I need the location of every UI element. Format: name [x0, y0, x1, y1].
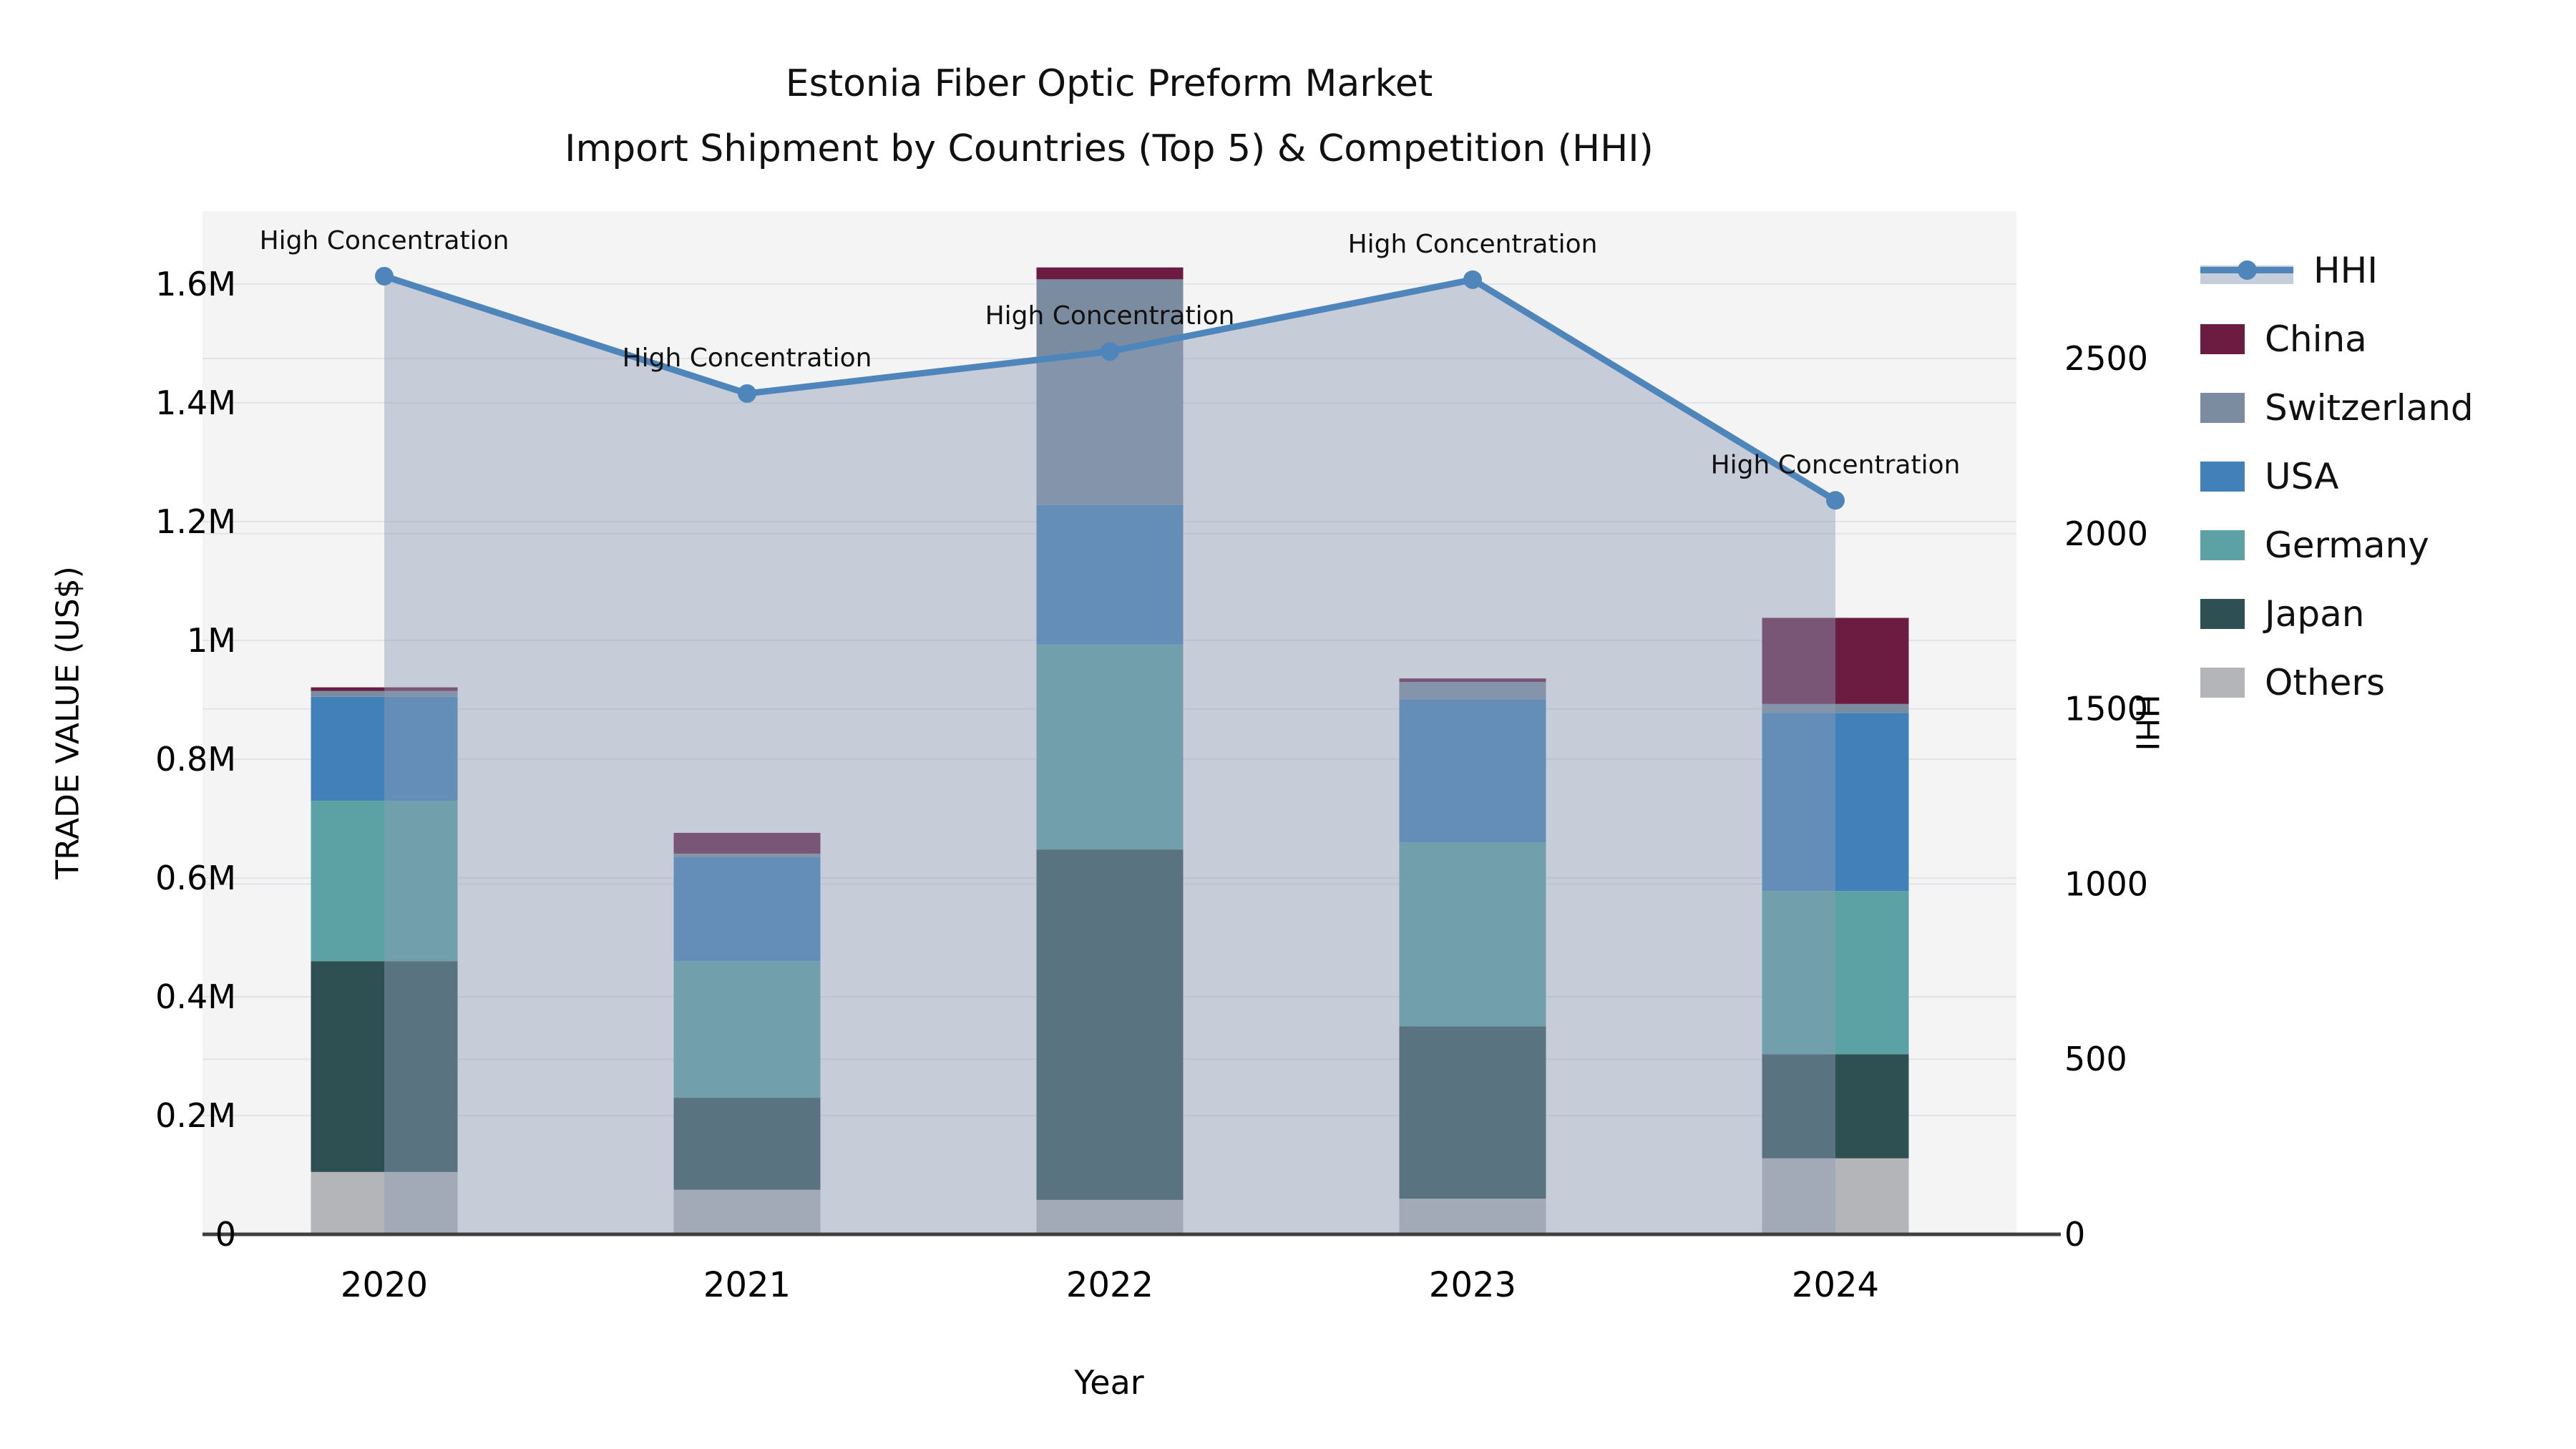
annotation-high-concentration-2023: High Concentration — [1348, 230, 1598, 259]
y-left-tick-0: 0 — [215, 1215, 236, 1254]
legend-swatch-switzerland — [2200, 393, 2245, 423]
bar-segment-switzerland-2023 — [1399, 682, 1546, 700]
bar-segment-china-2024 — [1762, 618, 1909, 704]
legend-swatch-others — [2200, 668, 2245, 698]
bar-segment-japan-2022 — [1036, 849, 1184, 1200]
bar-segment-china-2023 — [1399, 678, 1546, 683]
legend-item-china: China — [2200, 305, 2474, 374]
bar-segment-others-2021 — [673, 1189, 821, 1234]
bar-segment-germany-2024 — [1762, 891, 1909, 1055]
chart-title-line2: Import Shipment by Countries (Top 5) & C… — [565, 127, 1654, 170]
bar-segment-china-2022 — [1036, 267, 1184, 280]
bar-segment-others-2020 — [311, 1171, 458, 1234]
hhi-marker-2020 — [375, 266, 394, 286]
legend-item-germany: Germany — [2200, 511, 2474, 580]
y-right-tick-500: 500 — [2064, 1040, 2127, 1078]
legend-hhi-line-sample — [2200, 255, 2293, 286]
y-left-tick-0.6M: 0.6M — [155, 859, 236, 897]
hhi-marker-2022 — [1101, 342, 1119, 361]
annotation-high-concentration-2020: High Concentration — [260, 226, 509, 255]
legend-label-usa: USA — [2265, 456, 2339, 497]
y-left-tick-0.4M: 0.4M — [155, 977, 236, 1016]
chart-title-line1: Estonia Fiber Optic Preform Market — [785, 62, 1433, 105]
y-left-tick-1M: 1M — [187, 621, 236, 660]
bar-segment-usa-2020 — [311, 696, 458, 801]
annotation-high-concentration-2024: High Concentration — [1711, 450, 1961, 479]
bar-segment-usa-2022 — [1036, 504, 1184, 645]
hhi-area-fill — [384, 275, 1835, 1235]
legend-label-china: China — [2265, 318, 2367, 360]
y-left-tick-0.8M: 0.8M — [155, 740, 236, 779]
y-right-tick-0: 0 — [2064, 1215, 2085, 1254]
legend-label-germany: Germany — [2265, 525, 2429, 566]
legend-item-switzerland: Switzerland — [2200, 374, 2474, 442]
y-left-tick-1.2M: 1.2M — [155, 502, 236, 541]
bar-segment-germany-2023 — [1399, 842, 1546, 1027]
y-right-tick-1000: 1000 — [2064, 864, 2148, 903]
y-left-tick-1.6M: 1.6M — [155, 265, 236, 303]
bar-segment-japan-2020 — [311, 961, 458, 1172]
bar-segment-switzerland-2024 — [1762, 703, 1909, 713]
y-right-tick-1500: 1500 — [2064, 690, 2148, 728]
y-left-tick-1.4M: 1.4M — [155, 384, 236, 422]
x-tick-2022: 2022 — [1066, 1265, 1153, 1305]
x-tick-2023: 2023 — [1429, 1265, 1516, 1305]
x-tick-2021: 2021 — [703, 1265, 791, 1305]
legend-item-hhi: HHI — [2200, 236, 2474, 305]
bar-segment-usa-2021 — [673, 857, 821, 962]
legend-item-usa: USA — [2200, 442, 2474, 511]
bar-segment-germany-2022 — [1036, 644, 1184, 850]
legend-swatch-germany — [2200, 530, 2245, 560]
hhi-marker-2023 — [1463, 270, 1482, 289]
x-tick-2020: 2020 — [341, 1265, 428, 1305]
legend-swatch-usa — [2200, 462, 2245, 492]
legend-label-others: Others — [2265, 662, 2386, 703]
y-left-tick-0.2M: 0.2M — [155, 1096, 236, 1135]
legend-label-hhi: HHI — [2313, 250, 2378, 291]
bar-segment-others-2022 — [1036, 1199, 1184, 1234]
bar-segment-others-2024 — [1762, 1158, 1909, 1234]
y-right-tick-2500: 2500 — [2064, 339, 2148, 378]
annotation-high-concentration-2021: High Concentration — [623, 343, 872, 373]
bar-segment-china-2021 — [673, 832, 821, 854]
bar-segment-japan-2024 — [1762, 1054, 1909, 1158]
legend-hhi-marker-swatch — [2238, 260, 2257, 280]
bar-segment-usa-2023 — [1399, 700, 1546, 843]
bar-segment-china-2020 — [311, 687, 458, 691]
y-right-tick-2000: 2000 — [2064, 514, 2148, 553]
hhi-marker-2021 — [738, 384, 756, 403]
bar-segment-japan-2021 — [673, 1098, 821, 1190]
legend-label-japan: Japan — [2265, 593, 2365, 635]
legend-swatch-japan — [2200, 599, 2245, 629]
bar-segment-switzerland-2022 — [1036, 279, 1184, 505]
legend: HHI China Switzerland USA Germany Japan Others — [2200, 236, 2474, 717]
legend-item-japan: Japan — [2200, 580, 2474, 648]
hhi-marker-2024 — [1826, 491, 1845, 510]
legend-swatch-china — [2200, 324, 2245, 354]
x-axis-label: Year — [1074, 1363, 1144, 1402]
bar-segment-usa-2024 — [1762, 713, 1909, 892]
x-tick-2024: 2024 — [1792, 1265, 1879, 1305]
bar-segment-switzerland-2021 — [673, 853, 821, 857]
bar-segment-others-2023 — [1399, 1199, 1546, 1234]
bar-segment-switzerland-2020 — [311, 691, 458, 697]
chart-title: Estonia Fiber Optic Preform Market Impor… — [565, 52, 1654, 182]
legend-label-switzerland: Switzerland — [2265, 387, 2474, 429]
bar-segment-germany-2021 — [673, 961, 821, 1098]
annotation-high-concentration-2022: High Concentration — [985, 301, 1235, 331]
legend-item-others: Others — [2200, 648, 2474, 717]
bar-segment-germany-2020 — [311, 801, 458, 962]
bar-segment-japan-2023 — [1399, 1026, 1546, 1199]
